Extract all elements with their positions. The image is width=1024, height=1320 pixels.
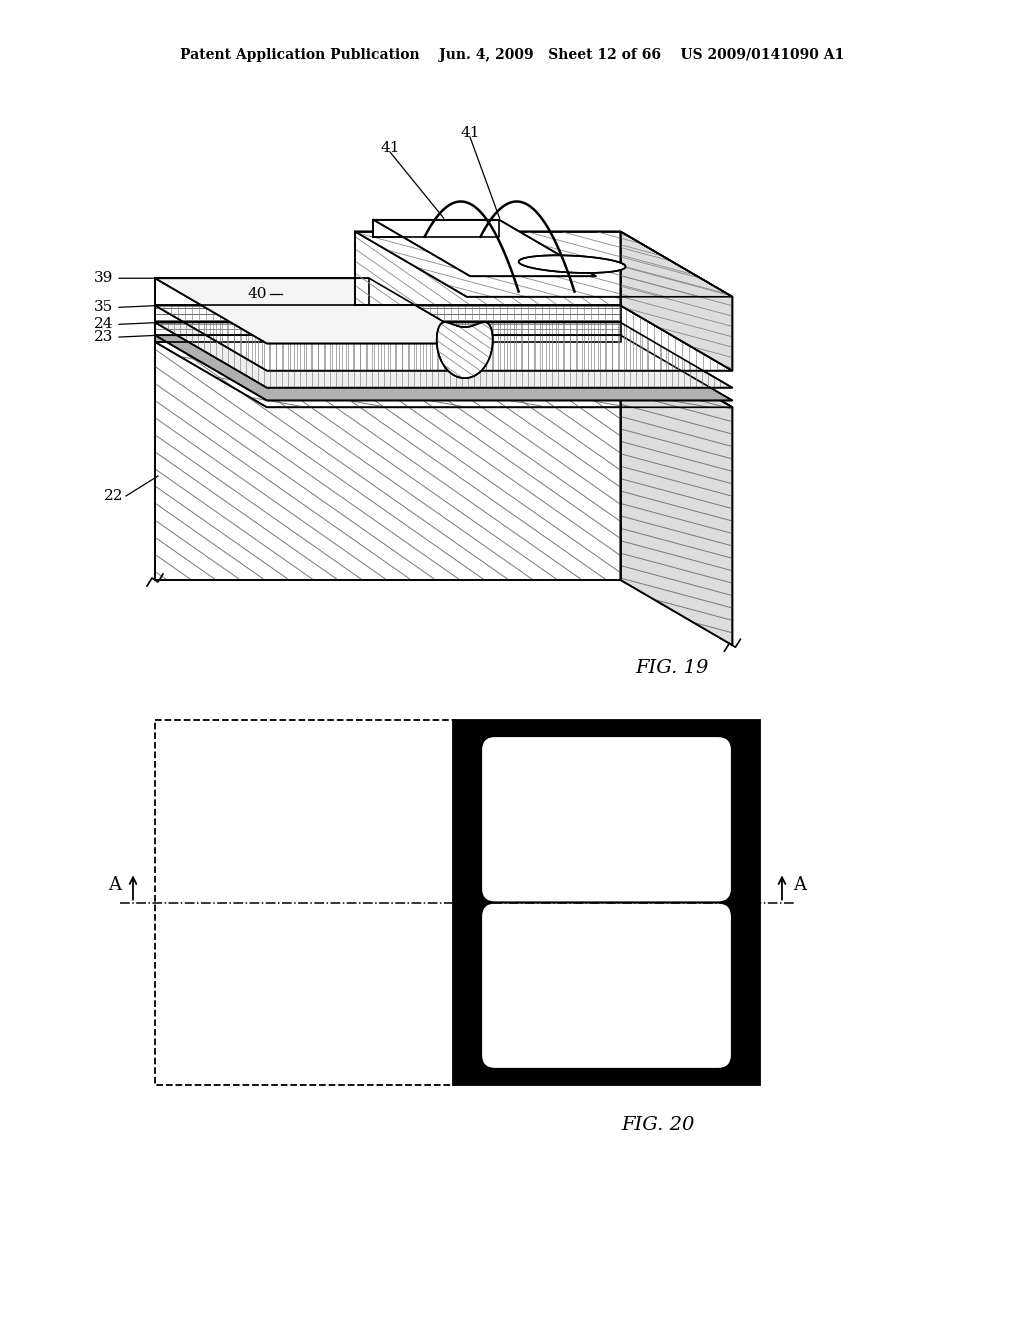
Bar [155,719,455,1085]
Text: 39: 39 [93,271,113,285]
Text: FIG. 20: FIG. 20 [622,1115,694,1134]
Text: Patent Application Publication    Jun. 4, 2009   Sheet 12 of 66    US 2009/01410: Patent Application Publication Jun. 4, 2… [180,48,844,62]
Polygon shape [155,305,621,322]
Polygon shape [155,342,732,408]
Polygon shape [621,231,732,371]
Polygon shape [621,342,732,645]
Text: 23: 23 [93,330,113,345]
Polygon shape [355,231,732,297]
Polygon shape [374,220,500,236]
Text: A: A [109,875,122,894]
Text: A: A [794,875,807,894]
Polygon shape [621,231,732,371]
Text: 35: 35 [94,301,113,314]
FancyBboxPatch shape [483,738,730,900]
Polygon shape [155,322,732,388]
Polygon shape [155,279,369,305]
Polygon shape [155,322,732,388]
Polygon shape [519,255,626,273]
Text: 22: 22 [103,488,123,503]
Polygon shape [155,305,732,371]
Text: 41: 41 [380,141,399,154]
Text: 41: 41 [460,125,480,140]
Polygon shape [621,342,732,645]
Text: 40: 40 [248,288,267,301]
Text: 24: 24 [93,317,113,331]
Polygon shape [155,305,732,371]
FancyBboxPatch shape [483,904,730,1067]
Bar [453,719,760,1085]
Polygon shape [374,220,596,276]
Polygon shape [355,231,732,297]
Polygon shape [155,305,621,322]
Polygon shape [155,335,621,342]
Polygon shape [155,342,621,579]
Polygon shape [155,279,481,343]
Polygon shape [355,231,621,305]
Polygon shape [437,322,493,378]
Polygon shape [155,322,621,335]
Polygon shape [155,322,621,335]
Polygon shape [437,322,493,378]
Polygon shape [155,335,732,400]
Polygon shape [155,342,621,579]
Text: FIG. 19: FIG. 19 [635,659,709,677]
Polygon shape [155,342,732,408]
Polygon shape [355,231,621,305]
